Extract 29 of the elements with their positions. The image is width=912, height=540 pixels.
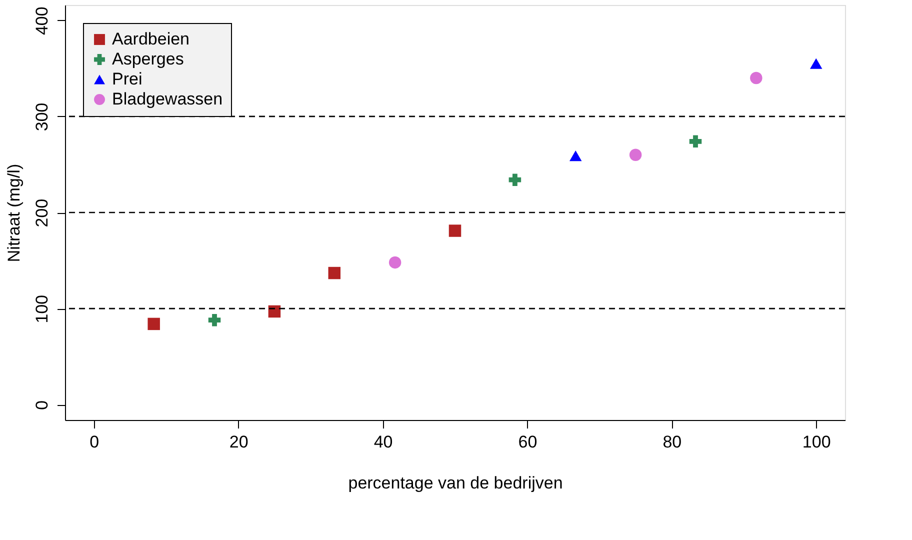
point <box>448 224 462 237</box>
x-tick-label: 80 <box>662 432 682 452</box>
y-axis-title: Nitraat (mg/l) <box>4 164 24 262</box>
point <box>810 58 822 69</box>
point <box>689 135 702 148</box>
x-tick-label: 60 <box>518 432 538 452</box>
point <box>148 318 160 330</box>
y-tick-label: 200 <box>32 198 52 228</box>
x-tick-label: 40 <box>374 432 393 452</box>
y-tick-label: 400 <box>32 6 52 36</box>
point <box>629 148 642 161</box>
point <box>508 174 522 186</box>
point <box>388 256 402 269</box>
y-tick-label: 300 <box>32 102 52 132</box>
legend-label: Prei <box>112 70 142 88</box>
point <box>569 150 582 162</box>
y-tick-label: 0 <box>32 400 52 410</box>
legend-label: Asperges <box>112 50 184 68</box>
legend-label: Bladgewassen <box>112 90 223 108</box>
y-tick-label: 100 <box>32 294 52 324</box>
point <box>208 314 221 326</box>
x-tick-label: 0 <box>90 432 100 452</box>
x-tick-label: 100 <box>802 432 831 452</box>
x-tick-label: 20 <box>229 432 248 452</box>
x-axis-title: percentage van de bedrijven <box>348 474 563 492</box>
legend-label: Aardbeien <box>112 30 190 48</box>
point <box>750 72 762 84</box>
point <box>328 266 341 280</box>
point <box>268 305 281 318</box>
